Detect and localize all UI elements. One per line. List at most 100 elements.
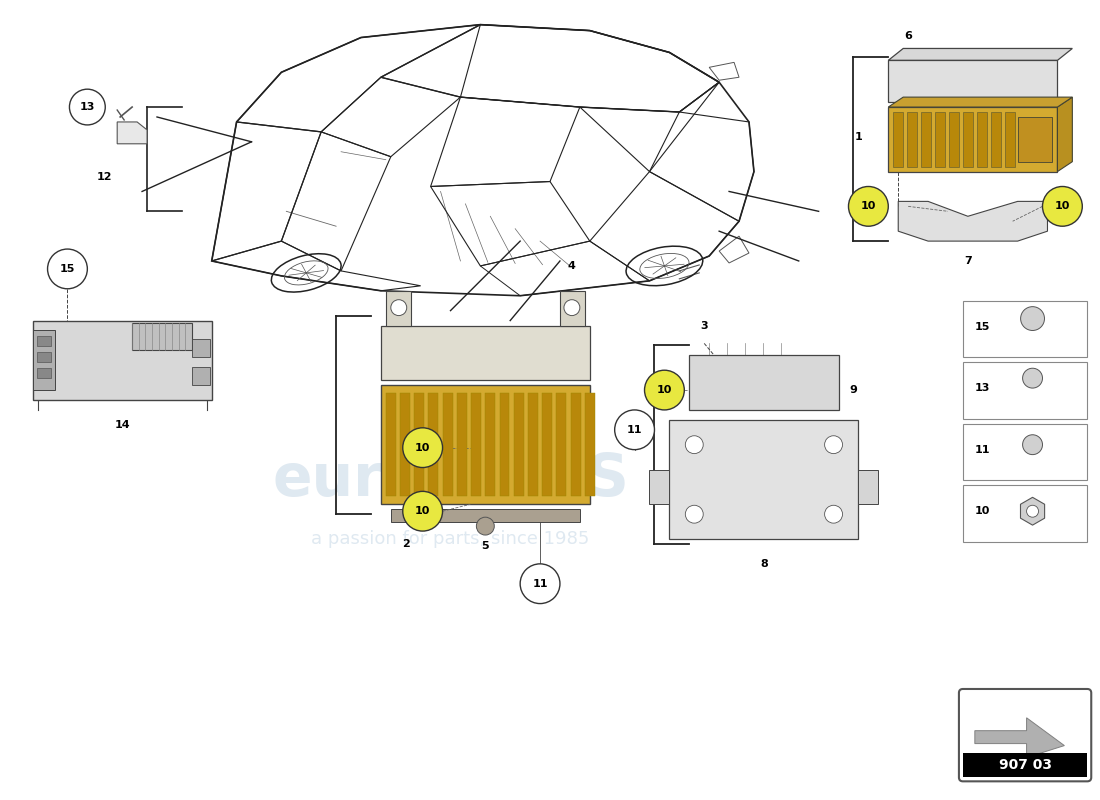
Polygon shape [191, 367, 210, 385]
Text: 15: 15 [975, 322, 990, 331]
Polygon shape [118, 122, 147, 144]
Polygon shape [191, 339, 210, 358]
Polygon shape [893, 112, 903, 166]
Text: 9: 9 [849, 385, 857, 395]
Polygon shape [899, 202, 1047, 241]
Text: 14: 14 [114, 420, 130, 430]
Polygon shape [33, 330, 55, 390]
Text: 13: 13 [79, 102, 95, 112]
Text: 8: 8 [760, 559, 768, 569]
Text: 12: 12 [97, 171, 112, 182]
Polygon shape [949, 112, 959, 166]
Text: 10: 10 [975, 506, 990, 516]
Polygon shape [560, 290, 585, 326]
Polygon shape [889, 97, 1072, 107]
Text: 10: 10 [657, 385, 672, 395]
Text: 5: 5 [482, 541, 490, 551]
Circle shape [390, 300, 407, 315]
Text: 11: 11 [532, 578, 548, 589]
Polygon shape [858, 470, 878, 504]
Polygon shape [670, 420, 858, 539]
Polygon shape [442, 393, 452, 496]
Text: 907 03: 907 03 [999, 758, 1052, 772]
Polygon shape [975, 718, 1065, 758]
Text: 10: 10 [1055, 202, 1070, 211]
Text: 2: 2 [402, 539, 409, 549]
Polygon shape [386, 393, 396, 496]
Circle shape [1023, 434, 1043, 454]
Text: 10: 10 [415, 442, 430, 453]
Circle shape [476, 517, 494, 535]
Polygon shape [962, 112, 972, 166]
Text: 1: 1 [855, 132, 862, 142]
Polygon shape [889, 60, 1057, 102]
Polygon shape [690, 355, 838, 410]
Polygon shape [386, 290, 410, 326]
Text: 10: 10 [415, 506, 430, 516]
Polygon shape [485, 393, 495, 496]
FancyBboxPatch shape [962, 362, 1087, 419]
Polygon shape [33, 321, 211, 400]
Polygon shape [429, 393, 439, 496]
Circle shape [685, 436, 703, 454]
Polygon shape [499, 393, 509, 496]
Polygon shape [1021, 498, 1045, 525]
Polygon shape [381, 326, 590, 380]
Circle shape [825, 436, 843, 454]
Polygon shape [528, 393, 538, 496]
Text: 4: 4 [568, 261, 575, 271]
Polygon shape [390, 510, 580, 522]
Circle shape [1023, 368, 1043, 388]
Text: 15: 15 [59, 264, 75, 274]
Polygon shape [889, 107, 1057, 171]
Polygon shape [471, 393, 481, 496]
Text: 6: 6 [904, 30, 912, 41]
Text: 10: 10 [860, 202, 876, 211]
Circle shape [47, 249, 87, 289]
Polygon shape [381, 385, 590, 504]
Polygon shape [908, 112, 917, 166]
Polygon shape [132, 322, 191, 350]
FancyBboxPatch shape [962, 424, 1087, 481]
Polygon shape [36, 352, 51, 362]
Circle shape [1026, 506, 1038, 517]
Polygon shape [571, 393, 581, 496]
Polygon shape [456, 393, 466, 496]
Circle shape [825, 506, 843, 523]
Circle shape [520, 564, 560, 603]
Circle shape [403, 491, 442, 531]
Text: 7: 7 [964, 256, 971, 266]
FancyBboxPatch shape [962, 301, 1087, 358]
Text: 11: 11 [627, 425, 642, 434]
Polygon shape [921, 112, 931, 166]
Circle shape [848, 186, 889, 226]
Circle shape [1021, 306, 1045, 330]
Circle shape [685, 506, 703, 523]
Text: euroPARTS: euroPARTS [272, 451, 629, 508]
Polygon shape [935, 112, 945, 166]
Polygon shape [415, 393, 425, 496]
Circle shape [645, 370, 684, 410]
Polygon shape [1004, 112, 1014, 166]
Polygon shape [649, 470, 670, 504]
Polygon shape [36, 337, 51, 346]
Polygon shape [542, 393, 552, 496]
Polygon shape [557, 393, 566, 496]
FancyBboxPatch shape [962, 753, 1087, 778]
Circle shape [615, 410, 654, 450]
Polygon shape [400, 393, 410, 496]
Circle shape [564, 300, 580, 315]
Polygon shape [977, 112, 987, 166]
Text: a passion for parts, since 1985: a passion for parts, since 1985 [311, 530, 590, 548]
Text: 11: 11 [975, 445, 990, 454]
FancyBboxPatch shape [962, 486, 1087, 542]
Polygon shape [1018, 117, 1053, 162]
Polygon shape [1057, 97, 1072, 171]
Polygon shape [991, 112, 1001, 166]
FancyBboxPatch shape [959, 689, 1091, 782]
Circle shape [1043, 186, 1082, 226]
Circle shape [69, 89, 106, 125]
Circle shape [403, 428, 442, 467]
Text: 13: 13 [975, 383, 990, 393]
Polygon shape [889, 49, 1072, 60]
